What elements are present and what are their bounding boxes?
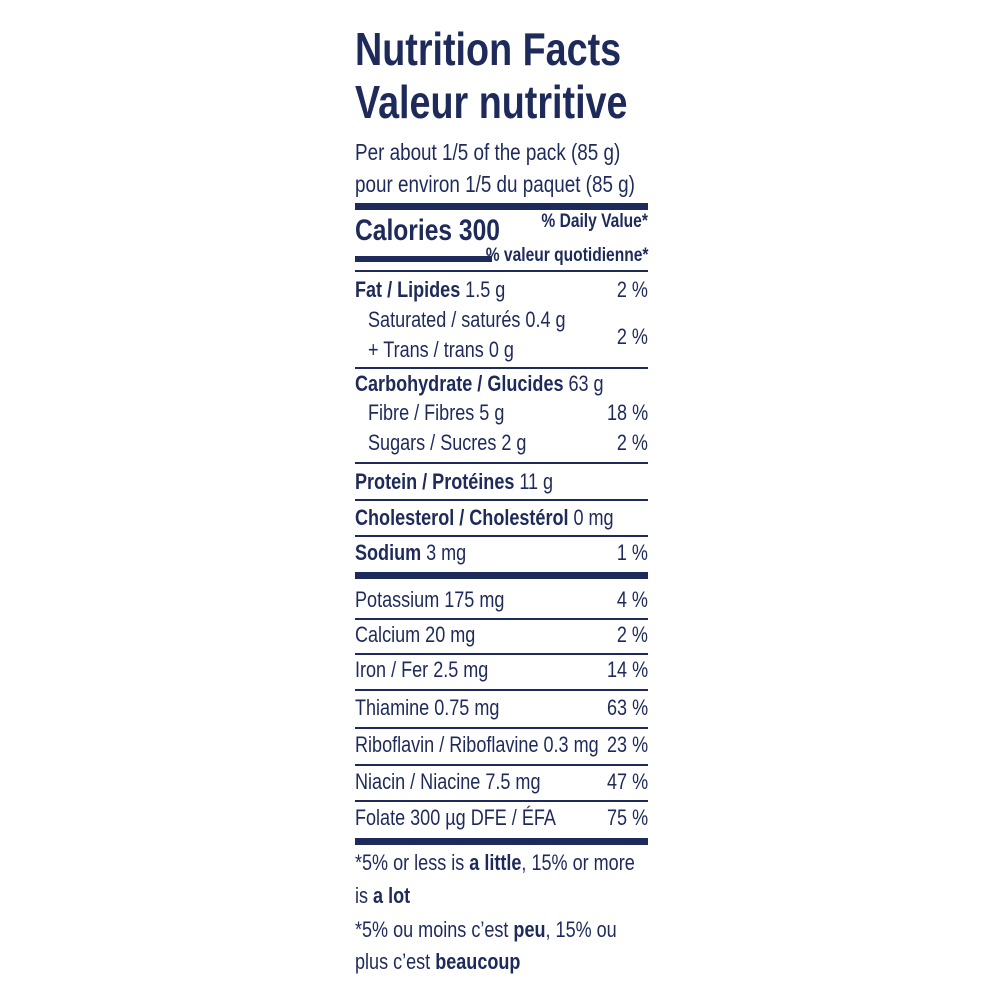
mineral: Iron / Fer 2.5 mg bbox=[355, 656, 489, 682]
nutrient-amount: 1.5 g bbox=[465, 276, 506, 302]
footnote-text: a lot bbox=[373, 882, 411, 908]
mineral: Potassium 175 mg bbox=[355, 586, 505, 612]
rule bbox=[355, 202, 648, 210]
mineral: Folate 300 µg DFE / ÉFA bbox=[355, 804, 556, 830]
daily-value: 47 % bbox=[606, 768, 648, 794]
rule bbox=[355, 367, 648, 369]
rule bbox=[355, 535, 648, 537]
mineral: Niacin / Niacine 7.5 mg bbox=[355, 768, 541, 794]
footnote-line: *5% or less is a little, 15% or more bbox=[355, 850, 635, 876]
footnote-text: plus c’est bbox=[355, 948, 436, 974]
nutrient-row: Sodium 3 mg bbox=[355, 540, 466, 566]
footnote-text: *5% ou moins c’est bbox=[355, 916, 514, 942]
nutrient-name: Protein / Protéines bbox=[355, 468, 515, 494]
sub-nutrient: + Trans / trans 0 g bbox=[368, 336, 514, 362]
footnote-line: is a lot bbox=[355, 883, 410, 909]
nutrient-row: Fat / Lipides 1.5 g bbox=[355, 277, 505, 303]
calories: Calories 300 bbox=[355, 214, 500, 247]
rule bbox=[355, 763, 648, 766]
rule bbox=[355, 571, 648, 579]
daily-value: 14 % bbox=[606, 656, 648, 682]
title-fr: Valeur nutritive bbox=[355, 76, 628, 129]
daily-value: 2 % bbox=[616, 621, 648, 647]
footnote-text: , 15% or more bbox=[521, 849, 635, 875]
nutrient-row: Carbohydrate / Glucides 63 g bbox=[355, 371, 604, 397]
nutrient-name: Carbohydrate / Glucides bbox=[355, 370, 564, 396]
daily-value: 2 % bbox=[616, 429, 648, 455]
rule bbox=[355, 617, 648, 620]
rule bbox=[355, 652, 648, 655]
rule bbox=[355, 726, 648, 729]
daily-value: 75 % bbox=[606, 804, 648, 830]
daily-value: 63 % bbox=[606, 694, 648, 720]
nutrient-name: Sodium bbox=[355, 539, 422, 565]
daily-value: 1 % bbox=[616, 539, 648, 565]
daily-value: 2 % bbox=[616, 276, 648, 302]
daily-value: 18 % bbox=[606, 399, 648, 425]
rule bbox=[355, 256, 492, 262]
nutrient-amount: 63 g bbox=[568, 370, 604, 396]
footnote-line: plus c’est beaucoup bbox=[355, 949, 520, 975]
nutrient-amount: 11 g bbox=[519, 468, 554, 494]
mineral: Thiamine 0.75 mg bbox=[355, 694, 500, 720]
nutrient-amount: 0 mg bbox=[573, 504, 614, 530]
footnote-text: *5% or less is bbox=[355, 849, 470, 875]
rule bbox=[355, 837, 648, 845]
mineral: Calcium 20 mg bbox=[355, 621, 476, 647]
serving: pour environ 1/5 du paquet (85 g) bbox=[355, 171, 635, 198]
rule bbox=[355, 800, 648, 802]
footnote-text: is bbox=[355, 882, 374, 908]
serving: Per about 1/5 of the pack (85 g) bbox=[355, 139, 621, 166]
nutrient-row: Protein / Protéines 11 g bbox=[355, 469, 553, 495]
mineral: Riboflavin / Riboflavine 0.3 mg bbox=[355, 731, 599, 757]
rule bbox=[355, 462, 648, 464]
footnote-text: peu bbox=[513, 916, 546, 942]
title: Nutrition Facts bbox=[355, 23, 622, 76]
footnote-text: beaucoup bbox=[435, 948, 521, 974]
rule bbox=[355, 499, 648, 501]
sub-nutrient: Fibre / Fibres 5 g bbox=[368, 399, 505, 425]
nutrient-name: Fat / Lipides bbox=[355, 276, 461, 302]
footnote-line: *5% ou moins c’est peu, 15% ou bbox=[355, 917, 617, 943]
sub-nutrient: Saturated / saturés 0.4 g bbox=[368, 306, 566, 332]
daily-value-header: % Daily Value* bbox=[541, 210, 648, 232]
sub-nutrient: Sugars / Sucres 2 g bbox=[368, 429, 527, 455]
daily-value: 23 % bbox=[606, 731, 648, 757]
daily-value: 4 % bbox=[616, 586, 648, 612]
nutrient-name: Cholesterol / Cholestérol bbox=[355, 504, 569, 530]
footnote-text: , 15% ou bbox=[545, 916, 617, 942]
daily-value: 2 % bbox=[616, 323, 648, 349]
nutrient-amount: 3 mg bbox=[426, 539, 467, 565]
footnote-text: a little bbox=[469, 849, 522, 875]
rule bbox=[355, 270, 648, 272]
rule bbox=[355, 689, 648, 691]
daily-value-header: % valeur quotidienne* bbox=[485, 244, 648, 266]
nutrient-row: Cholesterol / Cholestérol 0 mg bbox=[355, 505, 614, 531]
